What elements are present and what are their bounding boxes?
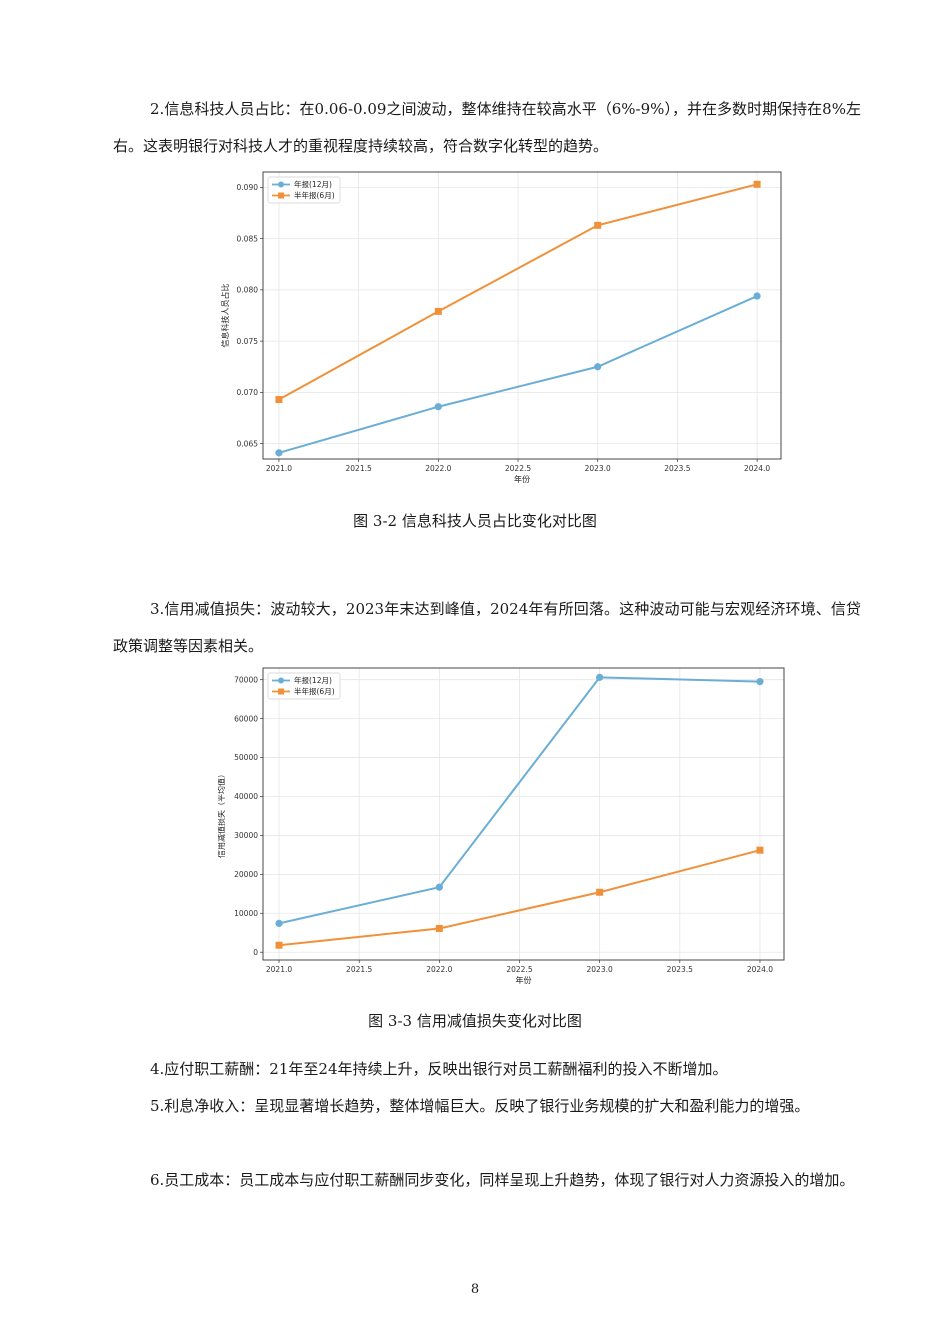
y-axis-label: 信息科技人员占比 bbox=[220, 284, 230, 348]
y-tick-label: 50000 bbox=[234, 753, 258, 762]
data-point bbox=[753, 292, 761, 300]
legend-label: 年报(12月) bbox=[294, 179, 332, 189]
paragraph-2: 2.信息科技人员占比：在0.06-0.09之间波动，整体维持在较高水平（6%-9… bbox=[113, 100, 861, 155]
legend-marker bbox=[278, 181, 284, 188]
y-tick-label: 0.090 bbox=[237, 183, 259, 192]
data-point bbox=[756, 678, 764, 686]
data-point bbox=[275, 396, 283, 404]
legend-box bbox=[267, 672, 341, 700]
figure-caption-3-3: 图 3-3 信用减值损失变化对比图 bbox=[368, 1012, 582, 1030]
data-point bbox=[275, 919, 283, 928]
data-point bbox=[596, 673, 604, 681]
series-line bbox=[278, 183, 758, 401]
y-tick-label: 0.080 bbox=[237, 286, 259, 295]
series-line bbox=[278, 849, 761, 947]
page-number: 8 bbox=[470, 1282, 480, 1297]
y-tick-label: 20000 bbox=[234, 870, 258, 879]
y-tick-label: 60000 bbox=[234, 714, 258, 723]
data-point bbox=[435, 883, 443, 891]
y-tick-label: 0.085 bbox=[237, 234, 259, 243]
data-point bbox=[275, 941, 283, 949]
legend-label: 半年报(6月) bbox=[294, 686, 335, 696]
data-point bbox=[275, 449, 283, 457]
x-tick-label: 2024.0 bbox=[744, 464, 770, 473]
x-tick-label: 2021.0 bbox=[266, 464, 292, 473]
y-tick-label: 0.065 bbox=[237, 439, 259, 448]
chart-tech-staff-ratio: 2021.0 2021.5 2022.0 2022.5 2023.0 2023.5 2024… bbox=[220, 171, 782, 484]
x-tick-label: 2023.0 bbox=[585, 464, 611, 473]
x-tick-label: 2022.0 bbox=[425, 464, 451, 473]
legend-label: 半年报(6月) bbox=[294, 190, 335, 200]
legend-marker bbox=[278, 192, 284, 199]
x-tick-label: 2023.5 bbox=[664, 464, 690, 473]
paragraph-3: 3.信用减值损失：波动较大，2023年末达到峰值，2024年有所回落。这种波动可… bbox=[113, 600, 861, 655]
plot-frame bbox=[262, 667, 785, 961]
x-tick-label: 2022.5 bbox=[505, 464, 531, 473]
x-tick-label: 2023.5 bbox=[667, 965, 693, 974]
data-point bbox=[594, 363, 602, 371]
y-tick-label: 0.075 bbox=[237, 337, 259, 346]
x-tick-label: 2023.0 bbox=[587, 965, 613, 974]
x-axis-label: 年份 bbox=[516, 975, 532, 985]
figure-caption-3-2: 图 3-2 信息科技人员占比变化对比图 bbox=[353, 512, 597, 530]
data-point bbox=[594, 221, 602, 229]
data-point bbox=[434, 307, 442, 315]
x-tick-label: 2021.0 bbox=[266, 965, 292, 974]
x-tick-label: 2021.5 bbox=[346, 464, 372, 473]
x-tick-label: 2021.5 bbox=[346, 965, 372, 974]
y-tick-label: 0.070 bbox=[237, 388, 259, 397]
series-line bbox=[278, 676, 760, 925]
y-tick-label: 40000 bbox=[234, 792, 258, 801]
y-tick-label: 30000 bbox=[234, 831, 258, 840]
data-point bbox=[753, 180, 761, 188]
plot-frame bbox=[262, 171, 782, 460]
legend-label: 年报(12月) bbox=[294, 675, 332, 685]
y-tick-label: 0 bbox=[253, 948, 258, 957]
data-point bbox=[596, 888, 604, 896]
legend-marker bbox=[278, 677, 284, 684]
x-axis-label: 年份 bbox=[514, 474, 530, 484]
paragraph-5: 5.利息净收入：呈现显著增长趋势，整体增幅巨大。反映了银行业务规模的扩大和盈利能… bbox=[150, 1097, 810, 1115]
x-tick-label: 2024.0 bbox=[747, 965, 773, 974]
data-point bbox=[756, 846, 764, 854]
paragraph-6: 6.员工成本：员工成本与应付职工薪酬同步变化，同样呈现上升趋势，体现了银行对人力… bbox=[150, 1171, 855, 1189]
data-point bbox=[434, 403, 442, 411]
y-tick-label: 70000 bbox=[234, 675, 258, 684]
data-point bbox=[435, 924, 443, 932]
legend-marker bbox=[278, 688, 284, 695]
x-tick-label: 2022.5 bbox=[506, 965, 532, 974]
y-axis-label: 信用减值损失（平均值） bbox=[218, 770, 226, 858]
y-tick-label: 10000 bbox=[234, 909, 258, 918]
series-line bbox=[278, 295, 758, 454]
paragraph-4: 4.应付职工薪酬：21年至24年持续上升，反映出银行对员工薪酬福利的投入不断增加… bbox=[150, 1060, 728, 1078]
x-tick-label: 2022.0 bbox=[426, 965, 452, 974]
chart-credit-impairment-loss: 2021.0 2021.5 2022.0 2022.5 2023.0 2023.5 2024… bbox=[218, 667, 785, 985]
legend-box bbox=[267, 176, 341, 204]
